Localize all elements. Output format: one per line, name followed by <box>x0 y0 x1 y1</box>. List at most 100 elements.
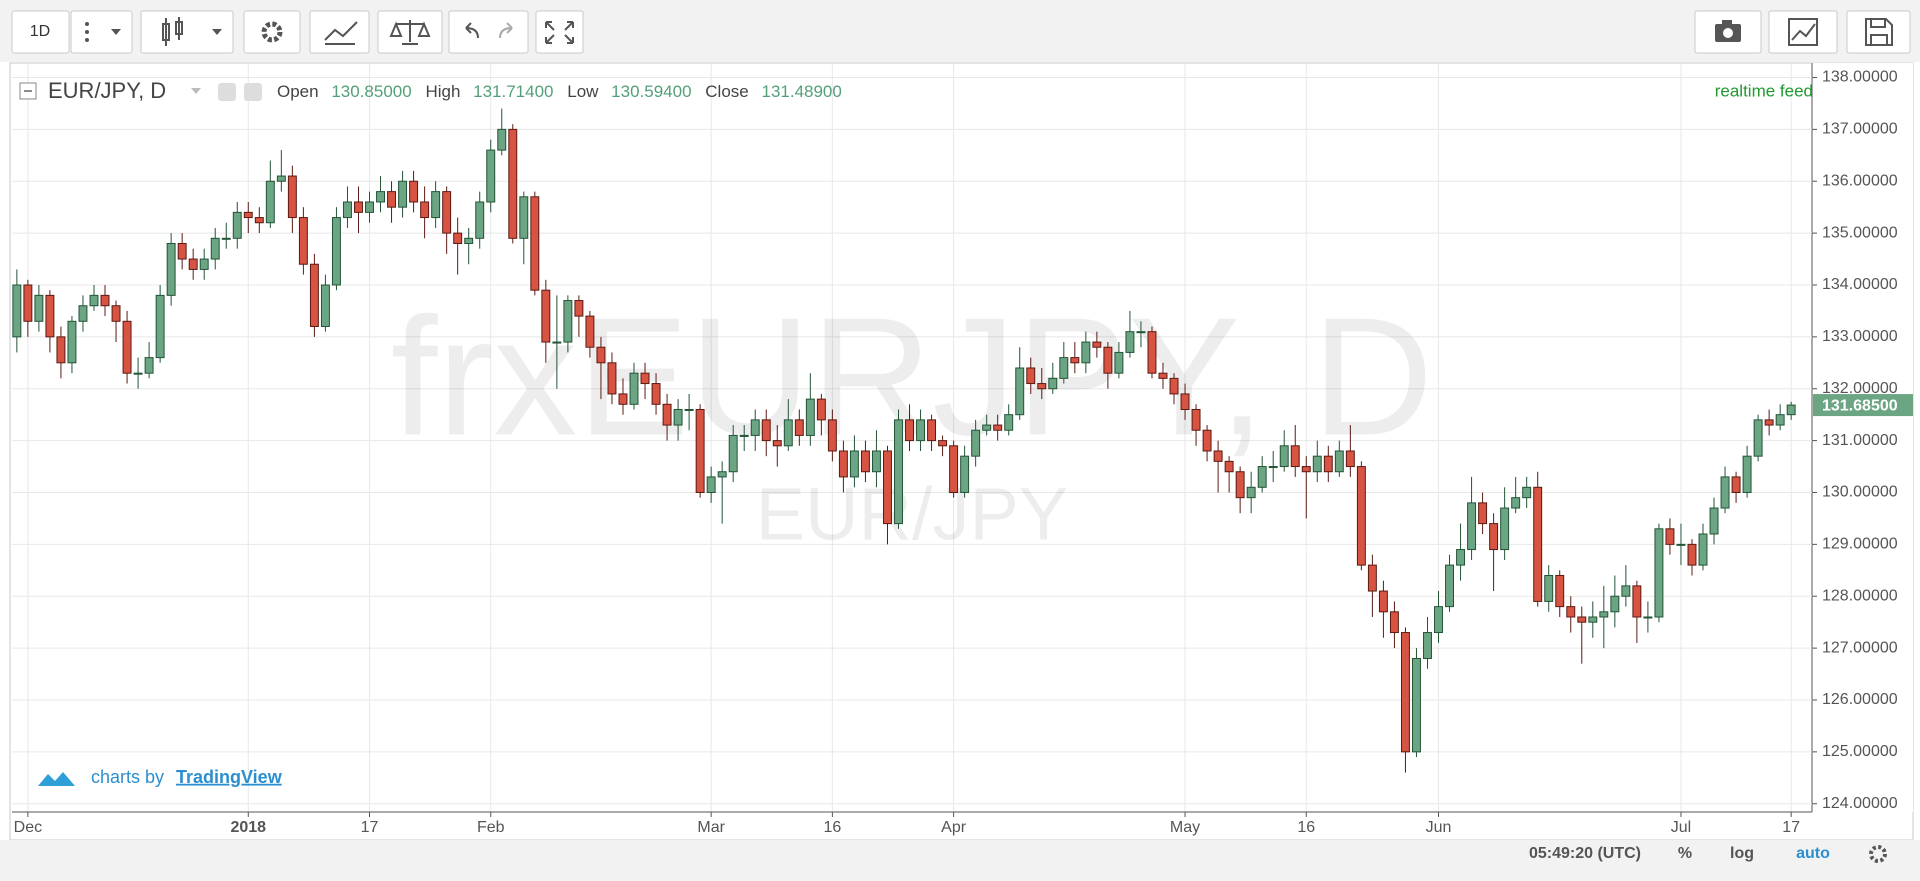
candle-body <box>453 232 463 244</box>
branding-logo <box>38 772 75 786</box>
candle-body <box>486 149 496 203</box>
chart-panel <box>9 62 1914 841</box>
symbol-title[interactable]: EUR/JPY, D <box>48 78 166 103</box>
candle-body <box>122 320 132 374</box>
candle-body <box>34 294 44 322</box>
candle-body <box>221 237 231 240</box>
candle-body <box>111 305 121 322</box>
candle-body <box>497 128 507 151</box>
candle-body <box>1731 476 1741 493</box>
candle-body <box>1676 543 1686 546</box>
candle-body <box>442 191 452 234</box>
candle-body <box>1004 414 1014 431</box>
candle-body <box>464 237 474 244</box>
candle-body <box>45 294 55 338</box>
y-tick-label: 132.00000 <box>1822 380 1898 397</box>
candle-body <box>354 201 363 213</box>
x-tick-label: Mar <box>697 819 725 836</box>
candle-body <box>1742 455 1752 493</box>
ohlc-legend: Open 130.85000 High 131.71400 Low 130.59… <box>277 82 842 101</box>
x-tick-label: Jul <box>1671 819 1691 836</box>
candle-body <box>100 294 110 307</box>
candle-body <box>993 424 1003 431</box>
candle-body <box>56 336 66 364</box>
settings-button[interactable] <box>243 10 301 54</box>
candle-body <box>1643 616 1653 619</box>
candle-body <box>871 450 881 473</box>
candle-body <box>1566 606 1576 618</box>
candle-body <box>519 196 529 239</box>
interval-menu-button[interactable] <box>70 10 133 54</box>
candle-body <box>199 258 209 270</box>
candle-body <box>552 341 562 344</box>
x-tick-label: 17 <box>361 819 379 836</box>
percent-toggle[interactable]: % <box>1678 845 1692 862</box>
axis-settings-button[interactable] <box>1869 845 1887 863</box>
candle-body <box>1191 408 1201 431</box>
branding[interactable]: charts by TradingView <box>38 767 283 787</box>
candle-body <box>651 383 661 405</box>
candle-body <box>695 408 705 493</box>
candle-body <box>1323 455 1333 473</box>
candle-body <box>1334 450 1344 473</box>
candle-body <box>1158 372 1168 379</box>
candle-body <box>596 346 606 364</box>
candle-body <box>89 294 99 307</box>
candle-body <box>276 175 286 182</box>
indicators-button[interactable] <box>309 10 370 54</box>
candle-body <box>1687 543 1697 566</box>
candle-body <box>1026 367 1036 385</box>
candle-body <box>1301 466 1311 473</box>
feed-label: realtime feed <box>1715 81 1813 100</box>
candle-body <box>1235 471 1245 499</box>
snapshot-button[interactable] <box>1694 10 1762 54</box>
candle-body <box>1698 533 1708 566</box>
branding-link[interactable]: TradingView <box>176 767 283 787</box>
y-tick-label: 127.00000 <box>1822 639 1898 656</box>
candle-body <box>1445 564 1454 608</box>
candle-body <box>1764 419 1774 426</box>
candle-body <box>1500 507 1510 551</box>
interval-button[interactable]: 1D <box>11 10 70 54</box>
candle-body <box>1059 357 1069 379</box>
log-toggle[interactable]: log <box>1730 845 1754 862</box>
candle-body <box>662 403 672 426</box>
candle-body <box>420 201 430 219</box>
candle-body <box>750 419 760 436</box>
candle-body <box>1775 414 1785 426</box>
candle-body <box>166 242 176 296</box>
candle-body <box>1103 346 1113 374</box>
candle-body <box>431 191 441 219</box>
clock: 05:49:20 (UTC) <box>1529 845 1641 862</box>
candle-body <box>1312 455 1322 473</box>
y-tick-label: 135.00000 <box>1822 224 1898 241</box>
chart-type-button[interactable] <box>1768 10 1838 54</box>
candle-body <box>309 263 319 327</box>
candle-body <box>1092 341 1102 348</box>
undo-redo-button[interactable] <box>448 10 529 54</box>
chart-style-button[interactable] <box>140 10 234 54</box>
watermark-symbol: EUR/JPY <box>756 473 1069 556</box>
x-tick-label: 16 <box>823 819 841 836</box>
candle-body <box>684 408 694 411</box>
fullscreen-button[interactable] <box>535 10 584 54</box>
candle-body <box>927 419 937 442</box>
candle-body <box>365 201 374 213</box>
x-tick-label: Dec <box>14 819 42 836</box>
candle-body <box>739 434 749 437</box>
candle-body <box>1753 419 1763 457</box>
save-button[interactable] <box>1846 10 1911 54</box>
candle-body <box>1720 476 1730 509</box>
low-label: Low <box>567 82 599 101</box>
candle-body <box>827 419 837 452</box>
compare-button[interactable] <box>377 10 443 54</box>
auto-toggle[interactable]: auto <box>1796 845 1830 862</box>
candle-body <box>133 372 143 375</box>
candle-body <box>398 180 408 208</box>
close-value: 131.48900 <box>761 82 841 101</box>
candle-body <box>838 450 848 478</box>
candle-body <box>67 320 77 364</box>
candle-body <box>1412 657 1421 753</box>
candle-body <box>1577 616 1587 623</box>
x-tick-label: 17 <box>1782 819 1800 836</box>
